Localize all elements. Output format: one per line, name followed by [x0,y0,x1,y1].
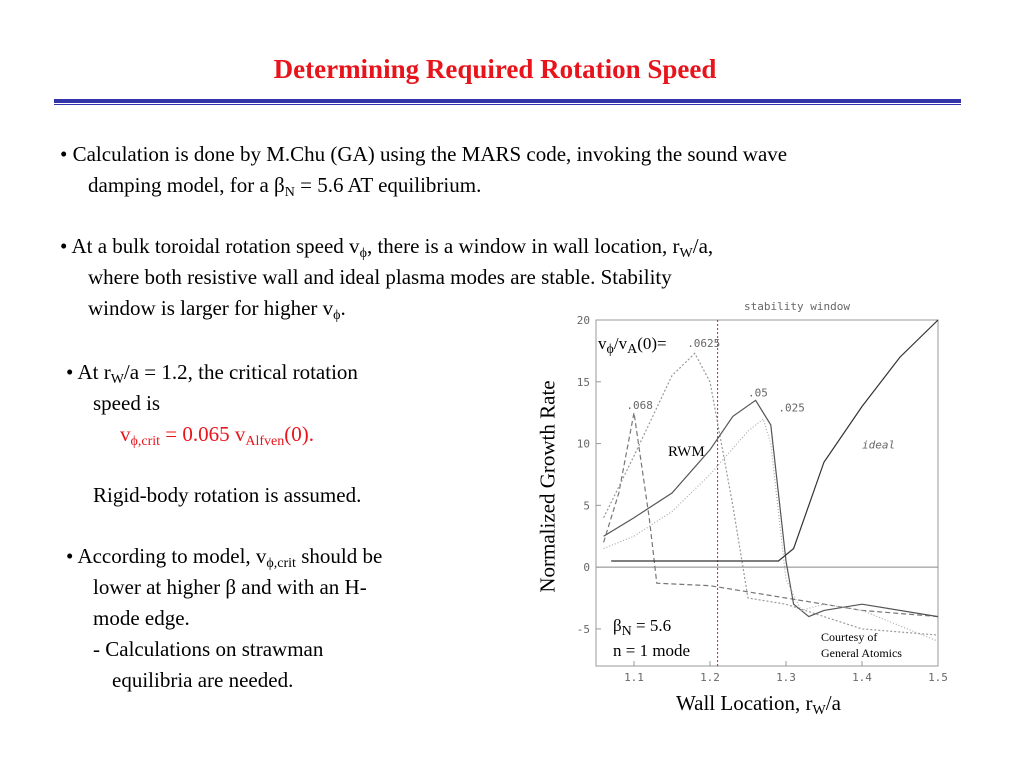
bullet-2-line-2: where both resistive wall and ideal plas… [88,265,672,289]
bullet-2-line-3: window is larger for higher vϕ. [88,296,346,323]
bullet-3-line-2: speed is [93,391,161,415]
series-line-ideal [611,319,939,562]
x-tick-label: 1.3 [776,671,796,684]
y-tick-label: 20 [577,314,590,327]
bullet-4-line-1: • According to model, vϕ,crit should be [66,544,383,571]
curve-label: .0625 [687,337,720,350]
x-tick-label: 1.4 [852,671,872,684]
courtesy-line-2: General Atomics [821,646,902,660]
growth-rate-chart: 20 15 10 5 0 -5 1.1 1.2 1.3 1.4 1.5 stability wind… [577,300,948,684]
x-axis-label: Wall Location, rW/a [676,691,841,718]
bullet-4-line-2: lower at higher β and with an H- [93,575,367,599]
bullet-3-line-4: Rigid-body rotation is assumed. [93,483,362,507]
mode-label: n = 1 mode [613,641,691,660]
x-tick-label: 1.1 [624,671,644,684]
bullet-4-line-5: equilibria are needed. [112,668,294,692]
series-line-05 [603,399,939,618]
beta-label: βN = 5.6 [613,616,672,639]
y-tick-label: 15 [577,376,590,389]
courtesy-line-1: Courtesy of [821,630,878,644]
bullet-2-line-1: • At a bulk toroidal rotation speed vϕ, … [60,234,714,261]
y-tick-label: 0 [583,561,590,574]
bullet-1-line-1: • Calculation is done by M.Chu (GA) usin… [60,142,788,166]
slide-title: Determining Required Rotation Speed [273,54,717,84]
curve-label: .068 [626,399,653,412]
y-tick-label: 5 [583,499,590,512]
series-line-068 [603,412,939,618]
rwm-label: RWM [668,444,705,460]
curve-label: .05 [748,387,768,400]
y-axis-label: Normalized Growth Rate [535,380,560,593]
ideal-label: ideal [862,439,895,452]
x-tick-label: 1.2 [700,671,720,684]
bullet-3-line-1: • At rW/a = 1.2, the critical rotation [66,360,358,387]
x-tick-label: 1.5 [928,671,948,684]
bullet-4-line-3: mode edge. [93,606,190,630]
curve-label: .025 [778,401,805,414]
bullet-1-line-2: damping model, for a βN = 5.6 AT equilib… [88,173,482,200]
y-tick-label: -5 [577,623,590,636]
bullet-4-line-4: - Calculations on strawman [93,637,324,661]
title-rule-thin [54,104,961,105]
vphi-legend: vϕ/vA(0)= [598,334,667,357]
y-tick-label: 10 [577,438,590,451]
plot-frame [595,319,939,667]
series-line-0625 [603,352,939,636]
critical-rotation-formula: vϕ,crit = 0.065 vAlfven(0). [120,422,315,449]
chart-title: stability window [744,300,850,313]
series-line-025 [603,417,939,642]
title-rule-thick [54,99,961,103]
